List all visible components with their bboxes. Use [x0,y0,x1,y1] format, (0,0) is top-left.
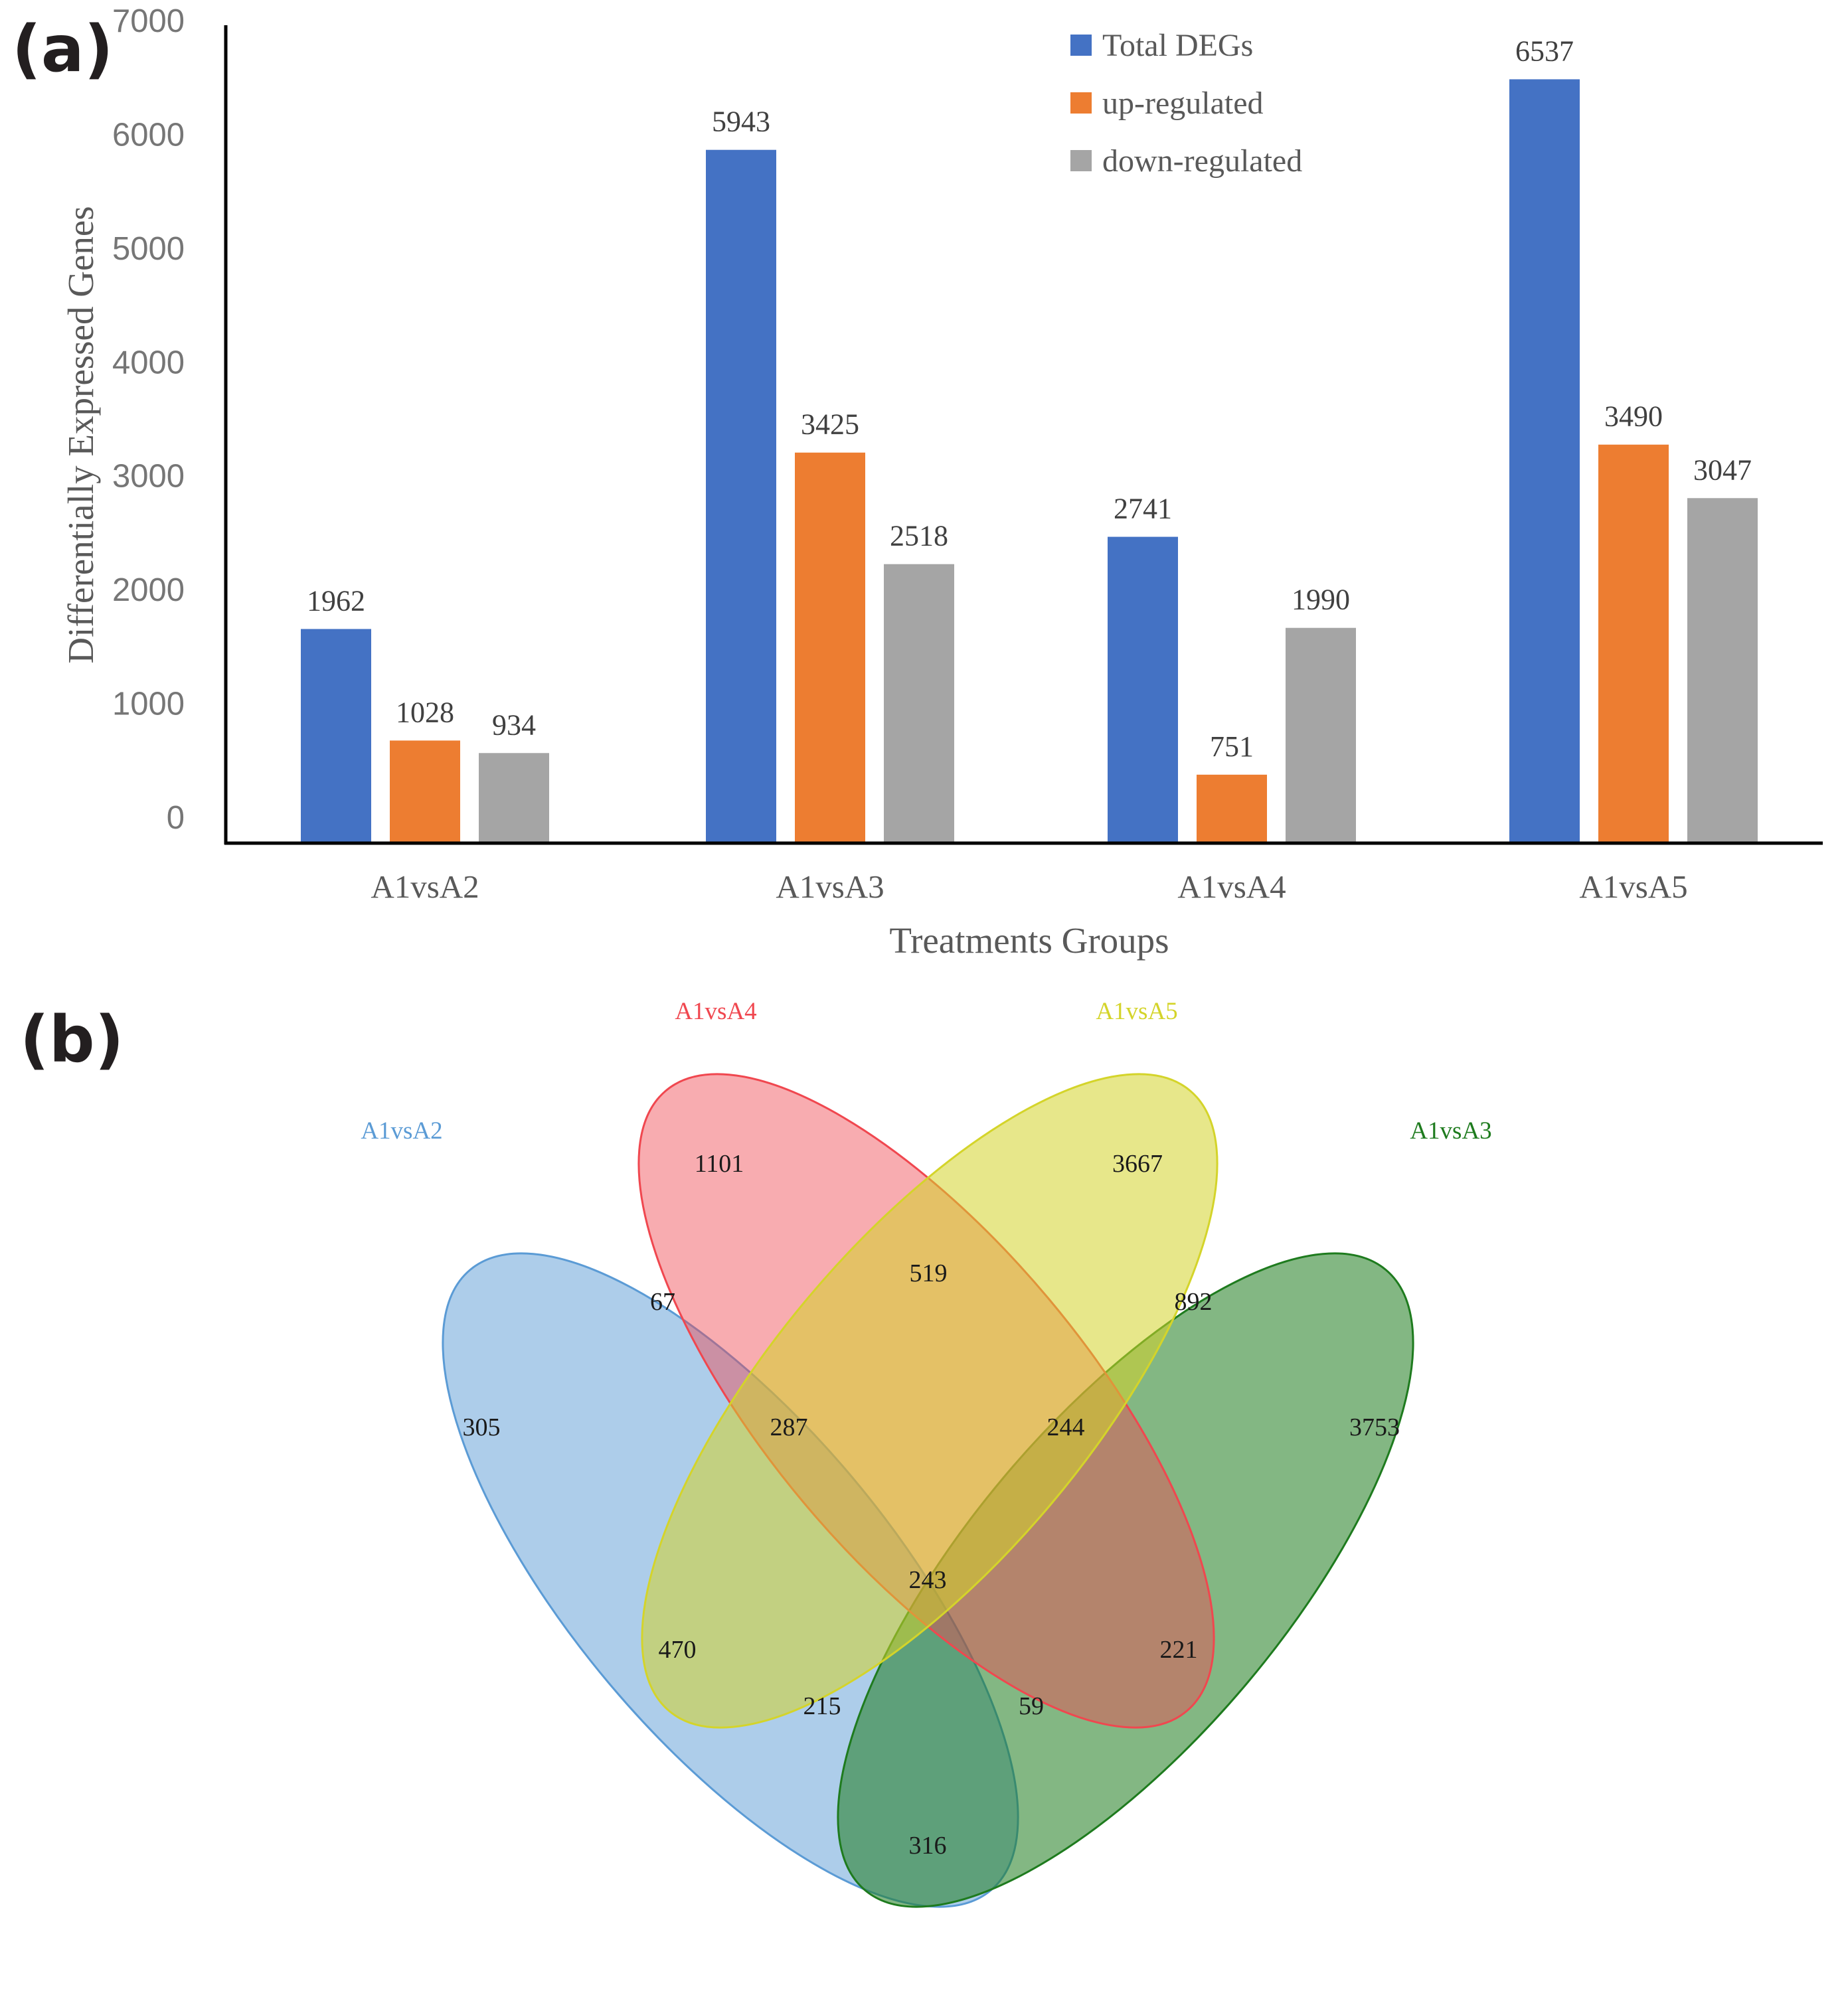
venn-count: 67 [650,1288,675,1316]
venn-count: 470 [659,1636,697,1664]
venn-count: 3667 [1112,1150,1163,1178]
venn-count: 892 [1175,1288,1213,1316]
y-tick-label: 2000 [112,572,185,608]
legend-label: down-regulated [1102,143,1302,179]
venn-count: 244 [1047,1413,1085,1441]
bar-down-regulated-a1vsa5 [1687,498,1758,842]
venn-count: 243 [909,1566,947,1594]
data-label: 2518 [890,520,948,552]
venn-count: 287 [770,1413,808,1441]
data-label: 3490 [1604,400,1663,433]
y-tick-label: 3000 [112,459,185,495]
venn-count: 3753 [1349,1413,1400,1441]
legend-swatch [1070,92,1092,114]
legend-swatch [1070,150,1092,171]
legend-label: up-regulated [1102,86,1264,121]
y-tick-labels: 0 1000 2000 3000 4000 5000 6000 7000 [112,3,185,836]
venn-count: 1101 [695,1150,744,1178]
bar-down-regulated-a1vsa3 [884,564,954,842]
venn-set-label-a1vsa5: A1vsA5 [1096,998,1177,1025]
venn-set-label-a1vsa4: A1vsA4 [675,998,756,1025]
y-tick-label: 7000 [112,3,185,39]
bar-up-regulated-a1vsa3 [795,452,865,842]
venn-count: 221 [1160,1636,1198,1664]
data-label: 2741 [1114,493,1172,525]
x-category-label: A1vsA5 [1579,868,1687,905]
data-label: 934 [492,708,536,741]
venn-count: 59 [1019,1692,1044,1720]
data-label: 6537 [1515,35,1574,67]
legend: Total DEGs up-regulated down-regulated [1070,28,1302,179]
bar-total-degs-a1vsa2 [301,629,371,842]
bar-down-regulated-a1vsa4 [1286,627,1356,842]
y-tick-label: 1000 [112,686,185,722]
bar-total-degs-a1vsa5 [1509,79,1580,842]
x-axis-title: Treatments Groups [889,920,1169,961]
data-label: 1028 [396,696,454,728]
venn-count: 305 [463,1413,501,1441]
data-label: 5943 [712,106,770,138]
y-tick-label: 4000 [112,345,185,380]
venn-set-label-a1vsa3: A1vsA3 [1410,1117,1491,1145]
venn-count: 316 [909,1832,947,1860]
venn-region-counts: 305 1101 3667 3753 67 519 892 287 244 24… [463,1150,1400,1860]
panel-label-b: (b) [20,1002,124,1077]
x-category-labels: A1vsA2 A1vsA3 A1vsA4 A1vsA5 [371,868,1687,905]
venn-set-label-a1vsa2: A1vsA2 [361,1117,442,1145]
x-category-label: A1vsA2 [371,868,479,905]
y-tick-label: 5000 [112,231,185,267]
data-label: 1990 [1292,584,1350,616]
bar-up-regulated-a1vsa2 [390,740,460,842]
x-category-label: A1vsA4 [1177,868,1286,905]
data-label: 3425 [801,408,859,441]
venn-ellipse-a1vsa5 [641,1073,1218,1729]
y-tick-label: 6000 [112,117,185,153]
venn-count: 215 [803,1692,841,1720]
bar-down-regulated-a1vsa2 [479,753,549,842]
data-labels: 1962 1028 934 5943 3425 2518 2741 751 1990 6537 34… [307,35,1752,762]
bar-up-regulated-a1vsa4 [1197,774,1267,842]
bar-total-degs-a1vsa4 [1108,536,1178,842]
bar-up-regulated-a1vsa5 [1598,444,1669,842]
bar-total-degs-a1vsa3 [706,149,776,842]
x-category-label: A1vsA3 [776,868,884,905]
data-label: 3047 [1693,453,1752,486]
y-axis-title: Differentially Expressed Genes [60,206,101,663]
bars [301,79,1758,842]
legend-swatch [1070,35,1092,56]
data-label: 751 [1210,730,1254,763]
y-tick-label: 0 [167,800,185,836]
venn-count: 519 [910,1259,948,1287]
panel-label-a: (a) [12,12,114,86]
bar-chart: 0 1000 2000 3000 4000 5000 6000 7000 1962 1028 93… [60,3,1823,961]
data-label: 1962 [307,584,365,617]
venn-diagram: A1vsA2 A1vsA4 A1vsA5 A1vsA3 305 1101 366… [361,998,1492,1908]
legend-label: Total DEGs [1102,28,1253,63]
